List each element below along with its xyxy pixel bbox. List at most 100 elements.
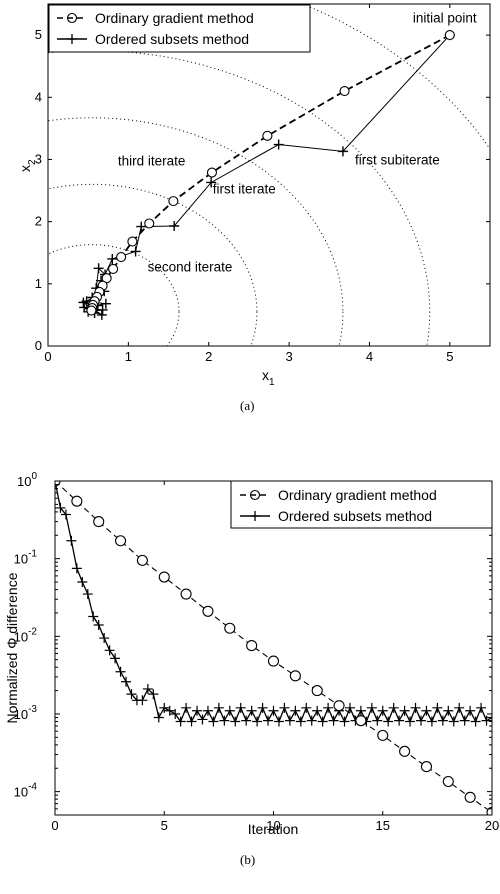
- point-ordinary-b: [333, 700, 345, 712]
- point-ordered-a: [96, 309, 107, 320]
- point-ordered-b: [170, 708, 181, 719]
- contour-0: [48, 244, 180, 346]
- point-ordered-b: [339, 716, 350, 727]
- point-ordered-b: [284, 715, 295, 726]
- panel-label-b: (b): [240, 852, 255, 867]
- point-ordered-b: [383, 716, 394, 727]
- point-ordered-b: [66, 535, 77, 546]
- point-ordered-b: [448, 716, 459, 727]
- series-line-ordered-a: [83, 34, 451, 316]
- point-ordered-b: [219, 715, 230, 726]
- point-ordinary-a: [262, 130, 273, 141]
- point-ordinary-b: [311, 685, 323, 697]
- y-tick-label-a: 3: [35, 151, 42, 166]
- point-ordered-b: [394, 715, 405, 726]
- annotation-a: first iterate: [213, 182, 276, 197]
- point-ordered-b: [115, 666, 126, 677]
- point-ordered-b: [432, 702, 443, 713]
- point-ordered-b: [181, 702, 192, 713]
- point-ordered-a: [100, 298, 111, 309]
- point-ordered-b: [295, 716, 306, 727]
- point-ordered-b: [142, 683, 153, 694]
- point-ordered-a: [337, 146, 348, 157]
- point-ordinary-a: [168, 196, 179, 207]
- y-tick-label-a: 1: [35, 276, 42, 291]
- point-ordinary-b: [355, 715, 367, 727]
- point-ordered-b: [230, 716, 241, 727]
- x-tick-label-a: 5: [446, 349, 453, 364]
- y-axis-label-b: Normalized Φ difference: [4, 572, 20, 723]
- y-tick-label-a: 0: [35, 338, 42, 353]
- point-ordered-b: [252, 716, 263, 727]
- point-ordered-b: [202, 705, 213, 716]
- point-ordered-b: [99, 633, 110, 644]
- x-axis-label-a: x1: [262, 367, 275, 388]
- point-ordinary-b: [224, 622, 236, 634]
- contour-2: [48, 117, 344, 346]
- x-tick-label-b: 20: [485, 818, 499, 833]
- point-ordered-b: [55, 502, 66, 513]
- point-ordinary-b: [399, 745, 411, 757]
- point-ordered-b: [77, 577, 88, 588]
- x-tick-label-b: 15: [376, 818, 390, 833]
- point-ordered-a: [97, 304, 108, 315]
- point-ordinary-b: [464, 791, 476, 803]
- point-ordered-b: [137, 695, 148, 706]
- point-ordered-b: [328, 715, 339, 726]
- point-ordered-b: [317, 716, 328, 727]
- legend-a: Ordinary gradient method Ordered subsets…: [48, 4, 311, 53]
- legend-label-ordinary-b: Ordinary gradient method: [278, 487, 437, 503]
- point-ordinary-b: [202, 605, 214, 617]
- x-tick-label-b: 5: [161, 818, 168, 833]
- x-tick-label-a: 1: [125, 349, 132, 364]
- point-ordinary-a: [116, 252, 127, 263]
- annotation-a: third iterate: [118, 154, 186, 169]
- point-ordered-b: [399, 705, 410, 716]
- point-ordered-b: [388, 702, 399, 713]
- x-tick-label-a: 0: [44, 349, 51, 364]
- point-ordinary-b: [115, 535, 127, 547]
- point-ordinary-a: [144, 218, 155, 229]
- panel-a: 0 1 2 3 4 5 0 1 2 3 4 5 initial point third iterate f…: [17, 3, 491, 413]
- axis-ticks-a: 0 1 2 3 4 5 0 1 2 3 4 5: [35, 4, 490, 364]
- point-ordinary-b: [136, 554, 148, 566]
- point-ordered-b: [410, 702, 421, 713]
- point-ordered-a: [130, 246, 141, 257]
- y-tick-label-a: 4: [35, 89, 42, 104]
- point-ordinary-b: [289, 670, 301, 682]
- point-ordered-b: [481, 715, 492, 726]
- point-ordered-b: [257, 702, 268, 713]
- point-ordered-b: [437, 715, 448, 726]
- point-ordinary-b: [267, 655, 280, 667]
- contour-3: [48, 50, 431, 346]
- contour-1: [48, 183, 258, 346]
- point-ordered-b: [323, 702, 334, 713]
- point-ordered-b: [355, 705, 366, 716]
- point-ordered-b: [273, 716, 284, 727]
- point-ordered-b: [208, 716, 219, 727]
- y-tick-label-a: 2: [35, 214, 42, 229]
- point-ordered-a: [206, 177, 217, 188]
- point-ordered-b: [88, 611, 99, 622]
- plot-area-a: [78, 30, 455, 320]
- legend-marker-plus-b: [250, 511, 260, 521]
- point-ordered-b: [470, 716, 481, 727]
- point-ordered-b: [268, 705, 279, 716]
- point-ordered-a: [136, 221, 147, 232]
- point-ordinary-a: [444, 30, 455, 41]
- legend-b: Ordinary gradient method Ordered subsets…: [230, 480, 493, 529]
- point-ordered-b: [405, 716, 416, 727]
- x-axis-label-b: Iteration: [248, 821, 299, 837]
- point-ordered-b: [459, 715, 470, 726]
- point-ordered-b: [415, 715, 426, 726]
- point-ordered-b: [121, 676, 132, 687]
- point-ordered-b: [290, 705, 301, 716]
- x-tick-label-b: 0: [51, 818, 58, 833]
- point-ordered-b: [263, 715, 274, 726]
- legend-box-a: [48, 4, 311, 53]
- point-ordered-b: [443, 705, 454, 716]
- point-ordinary-a: [127, 236, 138, 247]
- point-ordered-b: [246, 705, 257, 716]
- point-ordered-a: [78, 297, 89, 308]
